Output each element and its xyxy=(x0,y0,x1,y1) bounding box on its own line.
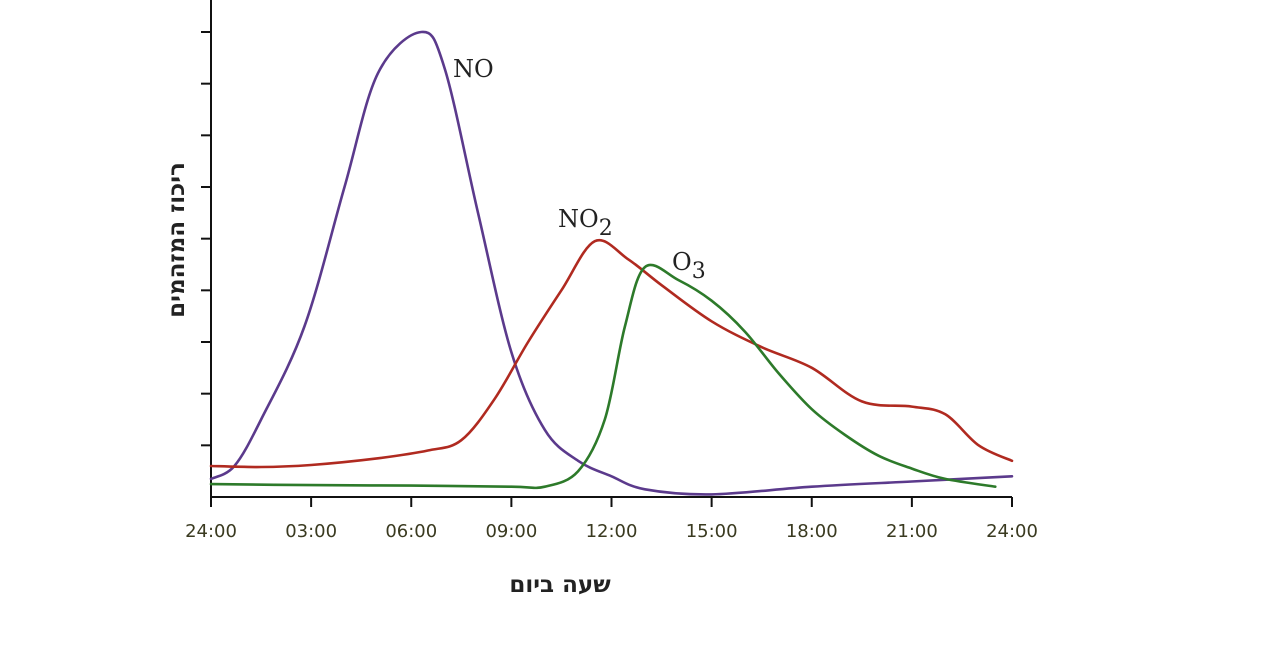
series-label-o3: O3 xyxy=(672,248,706,284)
x-tick-labels: 24:00 03:00 06:00 09:00 12:00 15:00 18:00 21:00… xyxy=(185,521,1038,542)
series-layer xyxy=(209,30,1014,496)
y-axis-title: ריכוז המזהמים xyxy=(164,162,190,318)
series-label-no: NO xyxy=(453,55,494,83)
x-tick-label: 03:00 xyxy=(285,521,337,542)
x-axis-title: שעה ביום xyxy=(509,572,611,598)
y-ticks xyxy=(201,31,211,447)
x-ticks xyxy=(210,497,1013,507)
series-labels: NO NO2 O3 xyxy=(453,55,706,284)
series-label-no2: NO2 xyxy=(558,205,613,241)
series-line-no2 xyxy=(209,238,1014,469)
x-tick-label: 18:00 xyxy=(786,521,838,542)
x-tick-label: 21:00 xyxy=(886,521,938,542)
series-line-o3 xyxy=(209,263,997,490)
x-tick-label: 12:00 xyxy=(586,521,638,542)
x-tick-label: 24:00 xyxy=(185,521,237,542)
x-tick-label: 06:00 xyxy=(385,521,437,542)
x-tick-label: 09:00 xyxy=(485,521,537,542)
chart-axes: 24:00 03:00 06:00 09:00 12:00 15:00 18:00 21:00… xyxy=(185,0,1038,542)
series-line-no xyxy=(209,30,1014,496)
x-tick-label: 24:00 xyxy=(986,521,1038,542)
x-tick-label: 15:00 xyxy=(686,521,738,542)
